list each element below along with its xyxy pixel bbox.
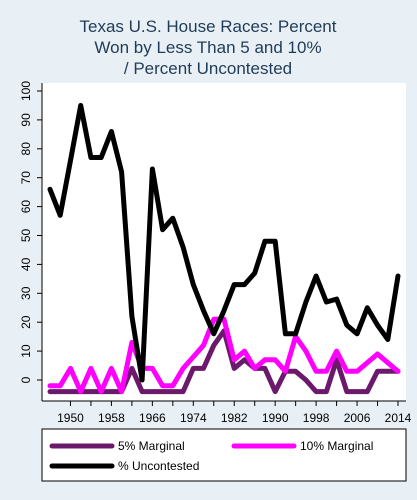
series-line [47,328,401,395]
x-tick-label: 1982 [221,411,248,425]
y-tick-label: 30 [19,286,33,300]
x-tick-label: 1950 [57,411,84,425]
x-tick-label: 1998 [303,411,330,425]
chart-title-line: Won by Less Than 5 and 10% [94,38,321,57]
series-lines [47,102,401,395]
legend-label: 5% Marginal [118,439,185,453]
x-tick-label: 1966 [139,411,166,425]
axes: 0 10 20 30 40 50 60 70 80 90 100 1950 1958 1966 1974 19… [19,81,412,425]
x-tick-label: 1974 [180,411,207,425]
y-tick-label: 70 [19,171,33,185]
chart-title-line: / Percent Uncontested [124,59,292,78]
y-tick-label: 20 [19,315,33,329]
y-tick-label: 100 [19,81,33,101]
y-tick-label: 60 [19,200,33,214]
series-line [47,316,401,395]
chart-title-line: Texas U.S. House Races: Percent [79,17,336,36]
x-tick-label: 1958 [98,411,125,425]
x-tick-label: 2006 [344,411,371,425]
y-tick-label: 0 [19,376,33,383]
legend: 5% Marginal 10% Marginal % Uncontested [41,428,407,482]
x-tick-label: 2014 [385,411,412,425]
y-tick-label: 80 [19,142,33,156]
legend-label: 10% Marginal [300,439,373,453]
y-tick-label: 50 [19,229,33,243]
legend-box [41,428,407,482]
y-tick-label: 10 [19,344,33,358]
y-tick-label: 40 [19,257,33,271]
y-tick-label: 90 [19,113,33,127]
plot-area [42,83,406,401]
legend-label: % Uncontested [118,459,199,473]
series-line [47,102,401,383]
x-tick-label: 1990 [262,411,289,425]
chart-title: Texas U.S. House Races: Percent Won by Le… [79,17,336,78]
